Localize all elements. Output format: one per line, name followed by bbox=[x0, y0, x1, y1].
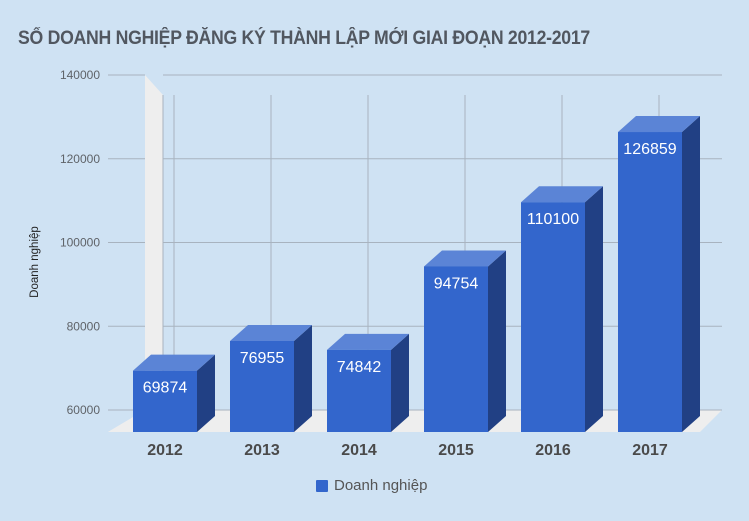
x-tick-label: 2016 bbox=[535, 442, 571, 459]
bar-2017[interactable]: 126859 bbox=[618, 116, 700, 432]
y-tick-label: 120000 bbox=[60, 152, 100, 166]
bar-value-label: 69874 bbox=[143, 380, 188, 397]
x-tick-label: 2013 bbox=[244, 442, 280, 459]
x-tick-label: 2015 bbox=[438, 442, 474, 459]
x-tick-label: 2014 bbox=[341, 442, 377, 459]
y-tick-label: 80000 bbox=[67, 319, 101, 333]
y-tick-label: 100000 bbox=[60, 236, 100, 250]
bar-value-label: 126859 bbox=[623, 141, 676, 158]
y-tick-label: 60000 bbox=[67, 403, 101, 417]
bar-2012[interactable]: 69874 bbox=[133, 354, 215, 432]
bar-value-label: 74842 bbox=[337, 359, 382, 376]
legend[interactable]: Doanh nghiệp bbox=[316, 477, 427, 494]
x-tick-label: 2017 bbox=[632, 442, 668, 459]
bar-2014[interactable]: 74842 bbox=[327, 333, 409, 432]
legend-swatch-icon bbox=[316, 479, 328, 492]
bar-2013[interactable]: 76955 bbox=[230, 325, 312, 432]
bar-2016[interactable]: 110100 bbox=[521, 186, 603, 432]
y-tick-label: 140000 bbox=[60, 68, 100, 82]
bar-value-label: 110100 bbox=[527, 211, 579, 228]
legend-label: Doanh nghiệp bbox=[334, 477, 428, 494]
chart-title: SỐ DOANH NGHIỆP ĐĂNG KÝ THÀNH LẬP MỚI GI… bbox=[18, 28, 590, 49]
left-wall bbox=[108, 75, 163, 432]
bar-value-label: 76955 bbox=[240, 350, 285, 367]
y-axis-title: Doanh nghiệp bbox=[29, 226, 41, 298]
bar-2015[interactable]: 94754 bbox=[424, 250, 506, 432]
bar-value-label: 94754 bbox=[434, 275, 479, 292]
x-tick-label: 2012 bbox=[147, 442, 183, 459]
